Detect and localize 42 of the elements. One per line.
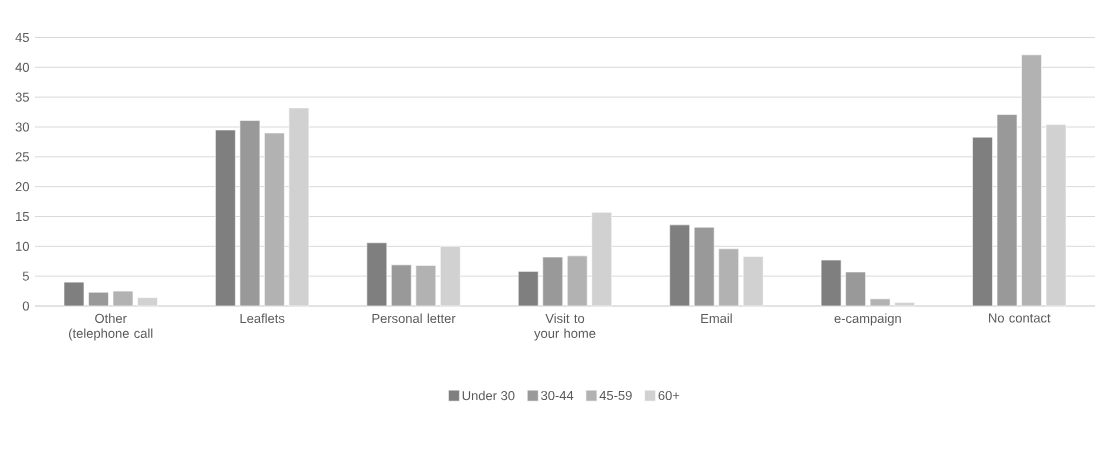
x-tick-label: e-campaign — [834, 313, 901, 326]
y-tick-label: 40 — [15, 62, 29, 72]
bar — [63, 281, 85, 307]
legend-label: Under 30 — [462, 390, 515, 401]
x-tick-label: No contact — [989, 313, 1051, 323]
bar — [566, 255, 588, 307]
bar — [693, 226, 715, 307]
y-tick-label: 20 — [15, 182, 29, 192]
x-tick-label: Leaflets — [240, 313, 285, 324]
bar — [542, 256, 564, 307]
bar — [391, 264, 412, 307]
bar — [415, 265, 437, 307]
y-tick-label: 10 — [16, 241, 29, 251]
bar — [845, 271, 866, 307]
legend-label: 60+ — [658, 390, 680, 401]
bar — [215, 129, 236, 307]
bar — [1021, 54, 1042, 307]
x-tick-label: Email — [701, 313, 732, 324]
y-tick-label: 30 — [15, 122, 29, 132]
y-tick-label: 35 — [15, 92, 29, 102]
bar — [112, 290, 134, 307]
bar — [239, 120, 261, 307]
x-tick-label: Personal letter — [372, 313, 456, 324]
bar — [869, 298, 891, 307]
bar — [669, 224, 690, 307]
y-tick-label: 25 — [15, 152, 29, 162]
bar — [718, 248, 739, 307]
x-tick-label: Other (telephone call — [69, 313, 153, 341]
bar — [996, 114, 1018, 307]
bar — [264, 132, 285, 307]
y-tick-label: 5 — [22, 271, 29, 281]
legend-label: 45-59 — [599, 390, 632, 401]
y-tick-label: 15 — [16, 211, 29, 221]
bar — [366, 242, 388, 307]
bar — [972, 136, 993, 307]
y-tick-label: 45 — [15, 32, 29, 43]
x-tick-label: Visit to your home — [534, 313, 596, 341]
bar — [517, 271, 539, 307]
bar — [820, 259, 842, 307]
bar — [88, 291, 109, 307]
y-tick-label: 0 — [22, 301, 29, 311]
legend-label: 30-44 — [541, 390, 574, 401]
